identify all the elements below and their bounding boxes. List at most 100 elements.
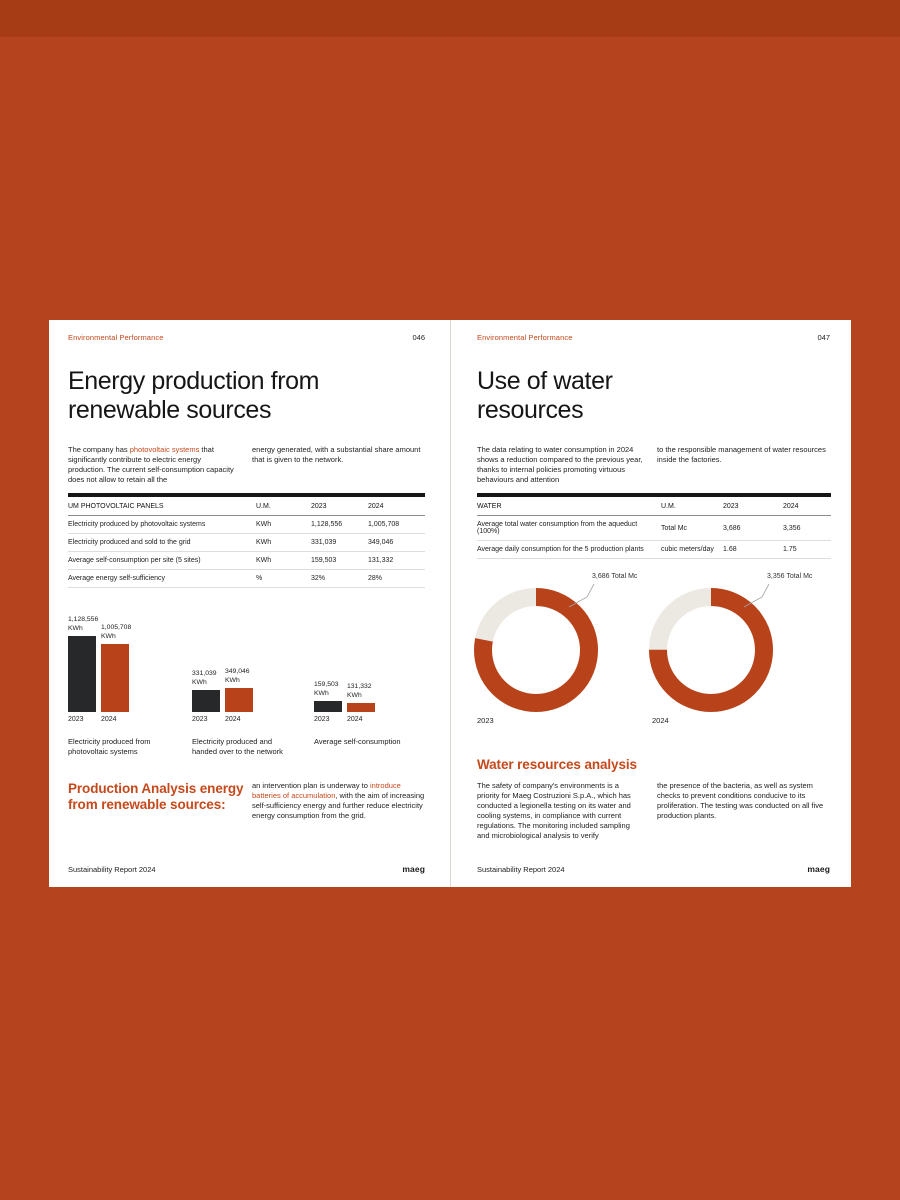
table-cell: Electricity produced and sold to the gri… xyxy=(68,539,191,546)
table-cell: 159,503 xyxy=(311,557,337,564)
table-header-cell: WATER xyxy=(477,503,502,510)
table-cell: 349,046 xyxy=(368,539,394,546)
table-cell: % xyxy=(256,575,263,582)
table-cell: 131,332 xyxy=(368,557,394,564)
table-header-row: UM PHOTOVOLTAIC PANELS U.M. 2023 2024 xyxy=(68,497,425,516)
intro-paragraphs: The company has photovoltaic systems tha… xyxy=(68,445,425,485)
table-cell: Average total water consumption from the… xyxy=(477,521,638,535)
table-cell: Total Mc xyxy=(661,524,688,532)
page-title-energy: Energy production from renewable sources xyxy=(68,367,320,424)
water-analysis-section: The safety of company's environments is … xyxy=(477,781,831,841)
table-cell: 3,686 xyxy=(723,524,741,532)
water-analysis-column-1: The safety of company's environments is … xyxy=(477,781,631,840)
donut-ring xyxy=(649,588,773,712)
table-header-cell: 2023 xyxy=(311,503,327,510)
page-047: Environmental Performance 047 Use of wat… xyxy=(450,320,851,887)
donut-year-label: 2024 xyxy=(652,716,669,725)
bar-year-label: 2024 xyxy=(347,716,363,723)
table-header-cell: U.M. xyxy=(661,503,676,510)
donut-callout-label: 3,686 Total Mc xyxy=(592,573,638,580)
report-spread: Environmental Performance 046 Energy pro… xyxy=(49,320,851,887)
table-cell: 1,005,708 xyxy=(368,521,400,528)
table-cell: 1,128,556 xyxy=(311,521,343,528)
bar-year-label: 2023 xyxy=(314,716,330,723)
table-header-cell: 2023 xyxy=(723,503,739,510)
table-cell: 3,356 xyxy=(783,524,801,532)
table-row: Average total water consumption from the… xyxy=(477,516,831,541)
intro-column-2: to the responsible management of water r… xyxy=(657,445,826,464)
page-header: Environmental Performance 046 xyxy=(68,333,425,342)
table-header-cell: U.M. xyxy=(256,503,271,510)
bar-value-label: 131,332 KWh xyxy=(347,683,372,699)
water-analysis-heading: Water resources analysis xyxy=(477,757,637,772)
maeg-logo: maeg xyxy=(402,864,425,874)
page-footer: Sustainability Report 2024 maeg xyxy=(477,864,830,874)
callout-leader-line xyxy=(743,583,770,608)
table-cell: 1.75 xyxy=(783,546,797,553)
bar-chart-caption: Average self-consumption xyxy=(314,737,401,746)
table-cell: 1.68 xyxy=(723,546,737,553)
bar-year-label: 2023 xyxy=(192,716,208,723)
table-cell: Average daily consumption for the 5 prod… xyxy=(477,546,644,553)
page-header: Environmental Performance 047 xyxy=(477,333,830,342)
table-cell: KWh xyxy=(256,539,272,546)
page-title-water: Use of water resources xyxy=(477,367,613,424)
bar-year-label: 2024 xyxy=(225,716,241,723)
bar-value-label: 1,128,556 KWh xyxy=(68,616,99,632)
highlight-photovoltaic-systems: photovoltaic systems xyxy=(129,445,200,454)
page-046: Environmental Performance 046 Energy pro… xyxy=(49,320,450,887)
donut-chart-group: 3,356 Total Mc 2024 xyxy=(649,570,834,730)
bar-chart-group: 1,128,556 KWh 2023 1,005,708 KWh 2024 Electric… xyxy=(68,610,178,770)
table-row: Average energy self-sufficiency% 32% 28% xyxy=(68,570,425,588)
table-header-cell: UM PHOTOVOLTAIC PANELS xyxy=(68,503,164,510)
bar-value-label: 1,005,708 KWh xyxy=(101,624,132,640)
water-table: WATER U.M. 2023 2024 Average total water con… xyxy=(477,493,831,559)
callout-leader-line xyxy=(568,583,595,608)
table-cell: 28% xyxy=(368,575,383,582)
highlight-batteries-of-accumulation: introduce batteries of accumulation xyxy=(252,781,401,800)
background-top-strip xyxy=(0,0,900,37)
intro-column-1: The company has photovoltaic systems tha… xyxy=(68,445,234,484)
intro-column-2: energy generated, with a substantial sha… xyxy=(252,445,421,464)
bar-value-label: 349,046 KWh xyxy=(225,668,250,684)
table-cell: 32% xyxy=(311,575,326,582)
bar-chart-group: 331,039 KWh 2023 349,046 KWh 2024 Electricity … xyxy=(192,610,302,770)
bar-2023: 331,039 KWh xyxy=(192,670,220,712)
bar-chart-caption: Electricity produced and handed over to … xyxy=(192,737,283,756)
table-row: Electricity produced by photovoltaic sys… xyxy=(68,516,425,534)
page-footer: Sustainability Report 2024 maeg xyxy=(68,864,425,874)
water-analysis-column-2: the presence of the bacteria, as well as… xyxy=(657,781,824,820)
table-row: Average self-consumption per site (5 sit… xyxy=(68,552,425,570)
table-cell: Average self-consumption per site (5 sit… xyxy=(68,557,201,564)
table-header-cell: 2024 xyxy=(368,503,384,510)
bar-chart-group: 159,503 KWh 2023 131,332 KWh 2024 Average self… xyxy=(314,610,424,770)
production-analysis-heading: Production Analysis energy from renewabl… xyxy=(68,781,244,812)
photovoltaic-panels-table: UM PHOTOVOLTAIC PANELS U.M. 2023 2024 Electr… xyxy=(68,493,425,588)
bar-value-label: 159,503 KWh xyxy=(314,681,339,697)
table-cell: cubic meters/day xyxy=(661,546,714,553)
production-analysis-section: Production Analysis energy from renewabl… xyxy=(68,781,425,821)
section-eyebrow: Environmental Performance xyxy=(477,333,573,342)
table-cell: Electricity produced by photovoltaic sys… xyxy=(68,521,206,528)
production-analysis-text: an intervention plan is underway to intr… xyxy=(252,781,425,820)
footer-report-title: Sustainability Report 2024 xyxy=(68,865,156,874)
bar-2023: 159,503 KWh xyxy=(314,681,342,712)
bar-value-label: 331,039 KWh xyxy=(192,670,217,686)
bar-chart-caption: Electricity produced from photovoltaic s… xyxy=(68,737,151,756)
donut-callout-label: 3,356 Total Mc xyxy=(767,573,813,580)
bar-2023: 1,128,556 KWh xyxy=(68,616,98,712)
intro-column-1: The data relating to water consumption i… xyxy=(477,445,643,484)
footer-report-title: Sustainability Report 2024 xyxy=(477,865,565,874)
section-eyebrow: Environmental Performance xyxy=(68,333,164,342)
intro-paragraphs: The data relating to water consumption i… xyxy=(477,445,831,485)
donut-year-label: 2023 xyxy=(477,716,494,725)
page-number: 046 xyxy=(412,333,425,342)
table-row: Electricity produced and sold to the gri… xyxy=(68,534,425,552)
bar-2024: 131,332 KWh xyxy=(347,683,375,712)
table-cell: KWh xyxy=(256,521,272,528)
donut-chart-group: 3,686 Total Mc 2023 xyxy=(474,570,659,730)
table-header-cell: 2024 xyxy=(783,503,799,510)
page-number: 047 xyxy=(817,333,830,342)
bar-2024: 1,005,708 KWh xyxy=(101,624,131,712)
maeg-logo: maeg xyxy=(807,864,830,874)
